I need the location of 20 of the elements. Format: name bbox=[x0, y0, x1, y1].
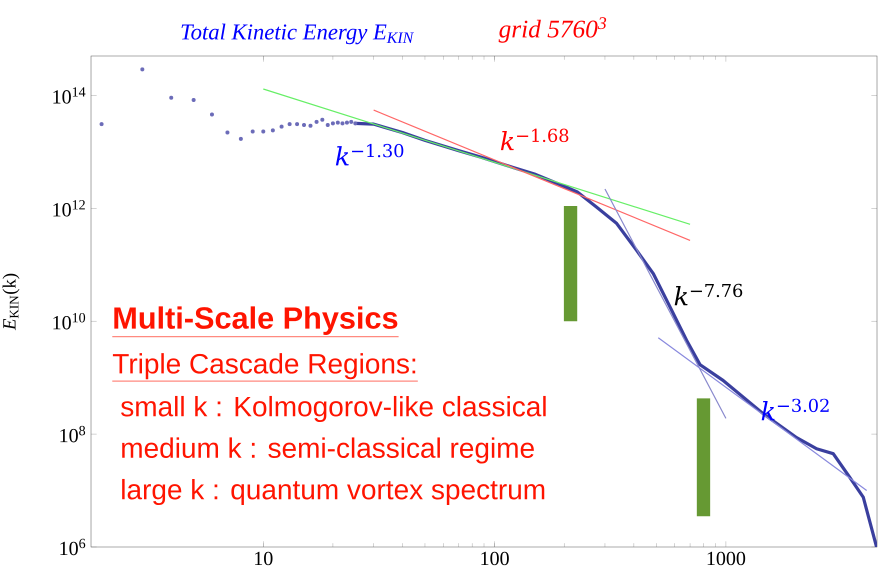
annotation: Triple Cascade Regions: bbox=[112, 353, 416, 380]
y-tick-label: 10$^{8}$ bbox=[60, 426, 86, 442]
annotation: medium k : semi-classical regime bbox=[122, 437, 534, 464]
y-tick-label: 10$^{10}$ bbox=[53, 312, 86, 330]
chart-title: Total Kinetic Energy E$_{KIN}$ bbox=[182, 24, 414, 44]
x-tick-label: 100 bbox=[481, 552, 509, 566]
y-tick-label: 10$^{6}$ bbox=[60, 538, 86, 556]
y-axis-title: E$_{KIN}$(k) bbox=[2, 274, 20, 330]
series-label: k$^{−1.30}$ bbox=[336, 144, 404, 166]
annotation: small k : Kolmogorov-like classical bbox=[121, 396, 546, 422]
series-label: k$^{−7.76}$ bbox=[674, 284, 742, 306]
annotation: large k : quantum vortex spectrum bbox=[122, 478, 544, 506]
y-tick-label: 10$^{12}$ bbox=[53, 200, 85, 217]
x-tick-label: 1000 bbox=[708, 552, 746, 566]
x-tick-label: 10 bbox=[255, 552, 273, 566]
series-label: k$^{−1.68}$ bbox=[500, 128, 568, 150]
y-tick-label: 10$^{14}$ bbox=[53, 87, 86, 104]
chart-subtitle: grid 5760$^{3}$ bbox=[498, 17, 606, 43]
annotation: Multi-Scale Physics bbox=[114, 306, 398, 335]
series-label: k$^{−3.02}$ bbox=[762, 398, 829, 420]
